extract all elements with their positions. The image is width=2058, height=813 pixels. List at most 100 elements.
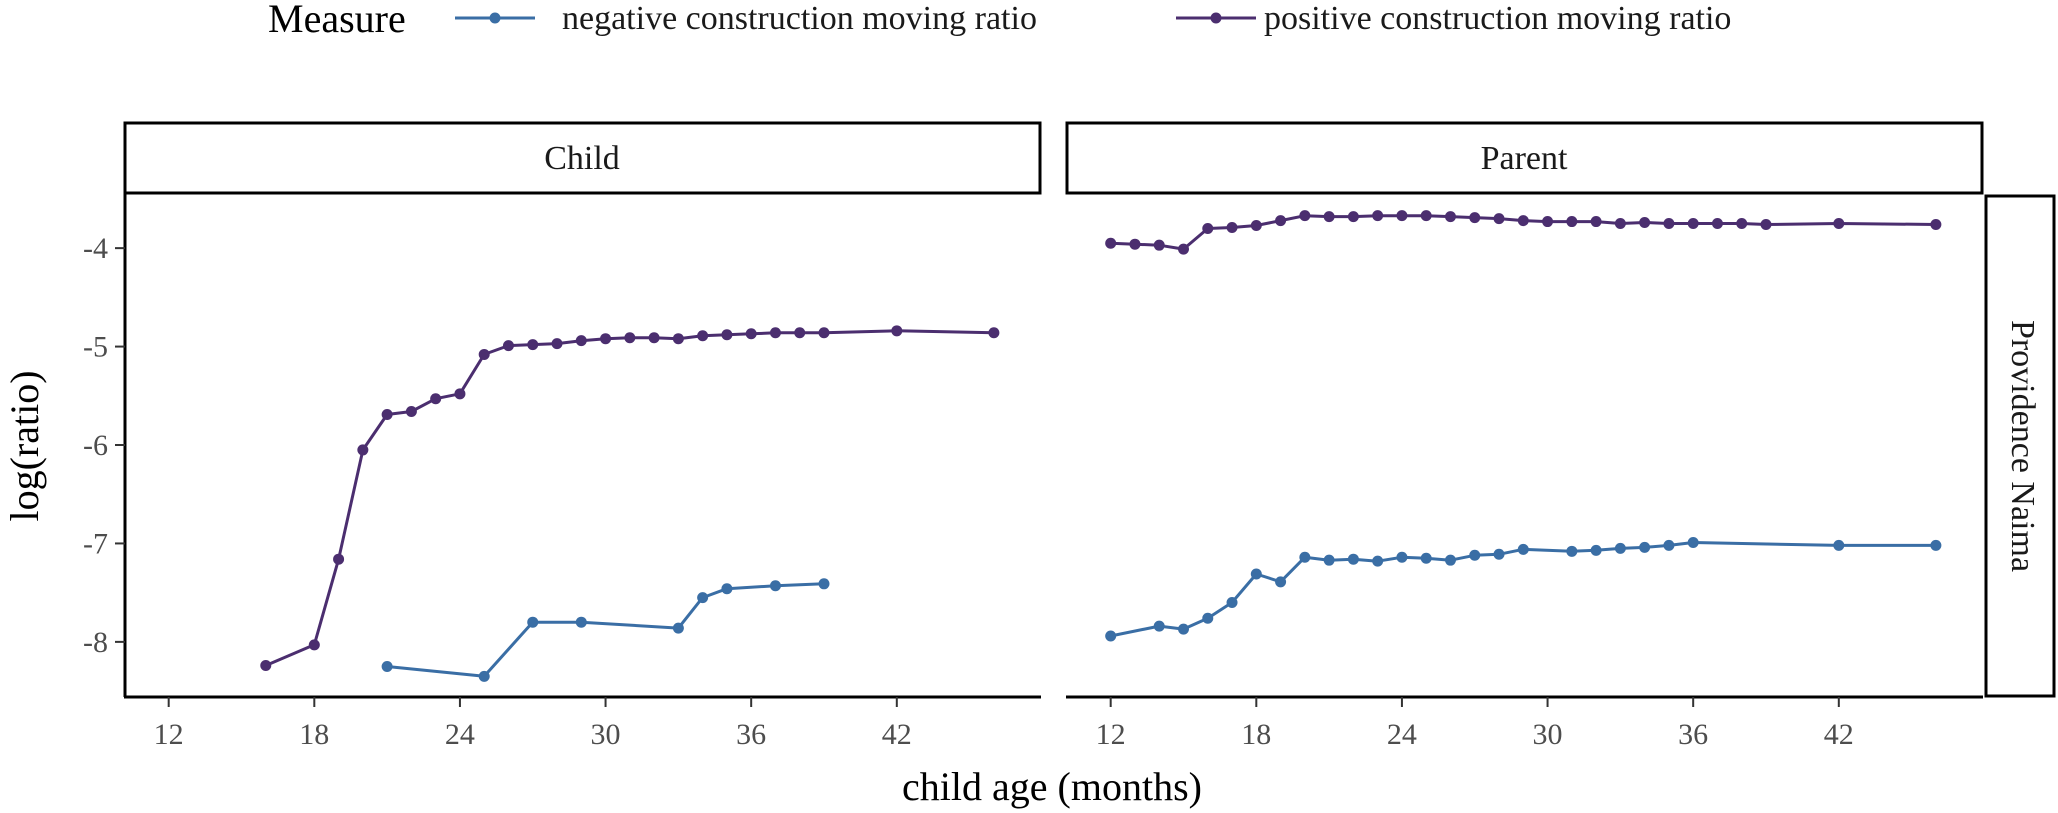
panel-parent-series: [1105, 210, 1942, 642]
data-point-negative: [1590, 544, 1602, 556]
y-tick-label: -6: [83, 429, 108, 462]
panel-parent: 12 18 24 30 36 42: [1066, 210, 1983, 751]
data-point-negative: [1250, 568, 1262, 580]
data-point-positive: [600, 333, 612, 345]
data-point-positive: [1202, 222, 1214, 234]
data-point-negative: [1275, 576, 1287, 588]
data-point-positive: [1105, 237, 1117, 249]
panel-child-y-ticks: -4 -5 -6 -7 -8: [83, 232, 125, 659]
data-point-positive: [527, 339, 539, 351]
data-point-negative: [721, 583, 733, 595]
facet-strip-child: Child: [123, 121, 1042, 195]
data-point-positive: [1177, 243, 1189, 255]
data-point-negative: [527, 616, 539, 628]
data-point-negative: [1614, 542, 1626, 554]
y-tick-label: -4: [83, 232, 108, 265]
x-tick-label: 24: [445, 718, 475, 751]
data-point-positive: [1566, 216, 1578, 228]
data-point-positive: [1833, 218, 1845, 230]
data-point-positive: [988, 327, 1000, 339]
data-point-negative: [1833, 539, 1845, 551]
data-point-negative: [1347, 553, 1359, 565]
x-tick-label: 18: [299, 718, 329, 751]
data-point-negative: [672, 622, 684, 634]
data-point-positive: [333, 553, 345, 565]
data-point-positive: [381, 408, 393, 420]
data-point-positive: [551, 338, 563, 350]
data-point-positive: [891, 325, 903, 337]
data-point-negative: [1639, 541, 1651, 553]
x-tick-label: 36: [736, 718, 766, 751]
data-point-negative: [697, 592, 709, 604]
data-point-positive: [769, 327, 781, 339]
x-tick-label: 24: [1387, 718, 1417, 751]
data-point-negative: [1420, 552, 1432, 564]
data-point-positive: [721, 329, 733, 341]
row-strip-box: [1984, 194, 2056, 698]
data-point-positive: [1711, 218, 1723, 230]
y-axis-title: log(ratio): [2, 370, 47, 521]
data-point-positive: [1469, 212, 1481, 224]
data-point-positive: [1226, 221, 1238, 233]
data-point-positive: [1250, 219, 1262, 231]
legend-key-positive-dot: [1210, 12, 1222, 24]
data-point-positive: [405, 406, 417, 418]
data-point-positive: [1275, 215, 1287, 227]
data-point-positive: [1542, 216, 1554, 228]
legend-item-negative: negative construction moving ratio: [455, 0, 1037, 37]
x-tick-label: 36: [1678, 718, 1708, 751]
facet-strip-child-label: Child: [544, 140, 620, 177]
data-point-negative: [1493, 548, 1505, 560]
data-point-negative: [1396, 551, 1408, 563]
data-point-positive: [1129, 238, 1141, 250]
data-point-positive: [1347, 211, 1359, 223]
panel-child-x-ticks: 12 18 24 30 36 42: [154, 697, 912, 751]
legend-title: Measure: [268, 0, 406, 41]
facet-strip-parent-box: [1065, 121, 1984, 195]
data-point-negative: [1299, 551, 1311, 563]
data-point-positive: [454, 388, 466, 400]
data-point-negative: [478, 670, 490, 682]
data-point-negative: [1202, 612, 1214, 624]
data-point-positive: [672, 333, 684, 345]
data-point-positive: [430, 393, 442, 405]
row-strip: Providence Naima: [1984, 194, 2056, 698]
facet-strip-parent: Parent: [1065, 121, 1984, 195]
data-point-positive: [502, 340, 514, 352]
x-tick-label: 42: [1824, 718, 1854, 751]
data-point-negative: [1105, 630, 1117, 642]
data-point-negative: [1663, 539, 1675, 551]
data-point-negative: [1687, 536, 1699, 548]
data-point-negative: [1444, 554, 1456, 566]
x-tick-label: 42: [882, 718, 912, 751]
data-point-negative: [1517, 543, 1529, 555]
data-point-positive: [1736, 218, 1748, 230]
data-point-negative: [1226, 597, 1238, 609]
data-point-positive: [1153, 239, 1165, 251]
data-point-negative: [818, 578, 830, 590]
data-point-positive: [1299, 210, 1311, 222]
data-point-positive: [1760, 219, 1772, 231]
data-point-positive: [1663, 218, 1675, 230]
facet-strip-child-box: [123, 121, 1042, 195]
legend-key-negative-dot: [489, 12, 501, 24]
legend: Measure negative construction moving rat…: [268, 0, 1731, 41]
data-point-positive: [1639, 217, 1651, 229]
series-line-negative: [1110, 541, 1936, 638]
data-point-positive: [648, 332, 660, 344]
y-tick-label: -5: [83, 331, 108, 364]
legend-item-positive: positive construction moving ratio: [1176, 0, 1731, 37]
data-point-positive: [1930, 219, 1942, 231]
facet-strip-parent-label: Parent: [1481, 140, 1568, 177]
data-point-negative: [769, 580, 781, 592]
x-tick-label: 18: [1241, 718, 1271, 751]
x-tick-label: 12: [154, 718, 184, 751]
data-point-negative: [1323, 554, 1335, 566]
data-point-positive: [1420, 210, 1432, 222]
panel-child: -4 -5 -6 -7 -8 12 18 24 30 36 42: [83, 194, 1041, 751]
data-point-positive: [697, 330, 709, 342]
data-point-positive: [308, 639, 320, 651]
panel-parent-x-ticks: 12 18 24 30 36 42: [1096, 697, 1854, 751]
data-point-negative: [381, 660, 393, 672]
